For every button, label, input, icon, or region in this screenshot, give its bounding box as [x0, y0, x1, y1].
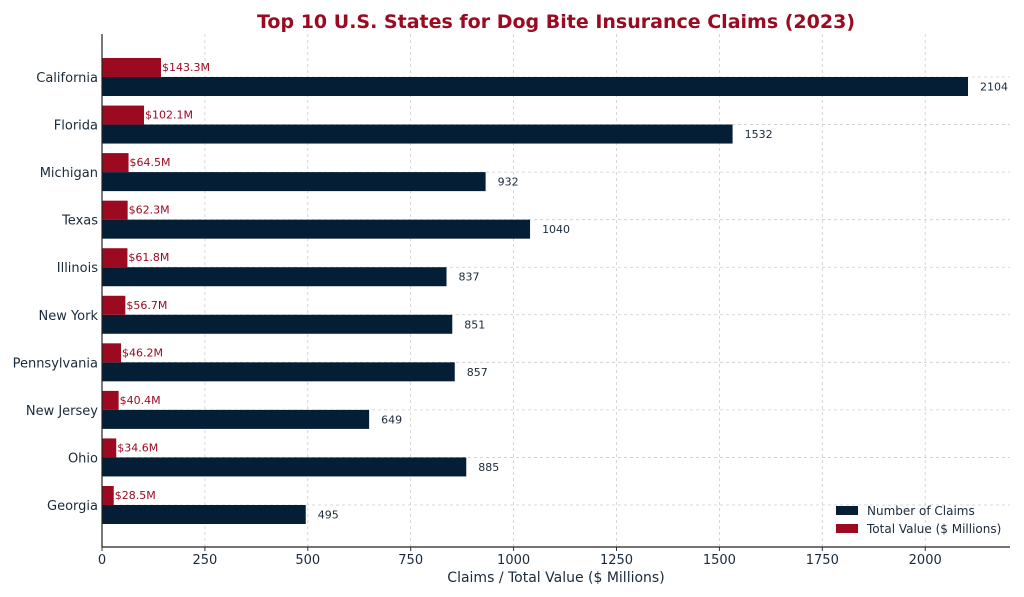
x-tick-label: 1000: [497, 553, 530, 568]
legend-swatch: [836, 524, 858, 533]
bar-value-label: $62.3M: [129, 204, 170, 217]
bar-claims-label: 885: [478, 461, 499, 474]
bar-claims: [102, 172, 486, 192]
bar-claims: [102, 505, 306, 524]
bar-value: [102, 343, 122, 363]
bar-value: [102, 486, 114, 505]
axes: 0 250 500 750 1000 1250 1500 1750 2000 California…: [13, 34, 1010, 568]
x-tick-label: 250: [192, 553, 217, 568]
bar-value: [102, 390, 119, 410]
legend-label: Number of Claims: [867, 504, 975, 518]
bar-value-label: $34.6M: [117, 441, 158, 454]
bars: 2104 $143.3M 1532 $102.1M 932 $64.5M 1040 $62.3…: [102, 58, 1008, 524]
bar-claims-label: 932: [498, 176, 519, 189]
bar-claims: [102, 267, 447, 287]
bar-value: [102, 438, 117, 458]
x-tick-label: 1250: [600, 553, 633, 568]
bar-value: [102, 295, 126, 315]
bar-value: [102, 153, 129, 173]
bar-claims-label: 1532: [745, 128, 773, 141]
bar-claims: [102, 77, 969, 96]
bar-claims: [102, 124, 733, 144]
x-axis-label: Claims / Total Value ($ Millions): [447, 570, 664, 586]
x-tick-label: 1500: [703, 553, 736, 568]
legend-label: Total Value ($ Millions): [866, 522, 1001, 536]
bar-claims-label: 851: [464, 318, 485, 331]
bar-claims-label: 1040: [542, 223, 570, 236]
bar-value-label: $143.3M: [162, 61, 210, 74]
bar-value-label: $64.5M: [130, 156, 171, 169]
bar-claims: [102, 409, 370, 429]
bar-claims-label: 2104: [980, 81, 1008, 94]
bar-value-label: $61.8M: [128, 251, 169, 264]
y-tick-label: California: [36, 71, 98, 86]
y-tick-label: New Jersey: [26, 404, 98, 419]
y-tick-label: Michigan: [40, 166, 98, 181]
x-tick-label: 2000: [909, 553, 942, 568]
bar-claims-label: 857: [467, 366, 488, 379]
bar-value: [102, 200, 128, 220]
y-tick-label: Georgia: [47, 499, 98, 514]
bar-claims-label: 495: [318, 509, 339, 522]
bar-claims: [102, 314, 453, 334]
y-tick-label: Texas: [61, 214, 98, 229]
legend: Number of Claims Total Value ($ Millions): [836, 504, 1001, 536]
x-tick-label: 1750: [806, 553, 839, 568]
bar-claims: [102, 457, 467, 477]
bar-claims: [102, 219, 531, 239]
bar-value-label: $102.1M: [145, 109, 193, 122]
bar-claims-label: 649: [381, 413, 402, 426]
chart-title: Top 10 U.S. States for Dog Bite Insuranc…: [257, 11, 855, 33]
y-tick-label: Illinois: [57, 261, 98, 276]
y-tick-label: New York: [38, 309, 98, 324]
x-tick-label: 750: [398, 553, 423, 568]
y-tick-label: Ohio: [68, 451, 98, 466]
bar-value: [102, 105, 145, 125]
y-tick-label: Pennsylvania: [13, 356, 98, 371]
y-tick-label: Florida: [54, 119, 98, 134]
bar-value-label: $46.2M: [122, 346, 163, 359]
bar-claims: [102, 362, 455, 382]
bar-value-label: $56.7M: [126, 299, 167, 312]
x-tick-label: 500: [295, 553, 320, 568]
legend-swatch: [836, 506, 858, 515]
bar-claims-label: 837: [459, 271, 480, 284]
x-tick-label: 0: [98, 553, 106, 568]
bar-value: [102, 58, 161, 77]
bar-value: [102, 248, 128, 268]
bar-value-label: $28.5M: [115, 489, 156, 502]
bar-value-label: $40.4M: [120, 394, 161, 407]
